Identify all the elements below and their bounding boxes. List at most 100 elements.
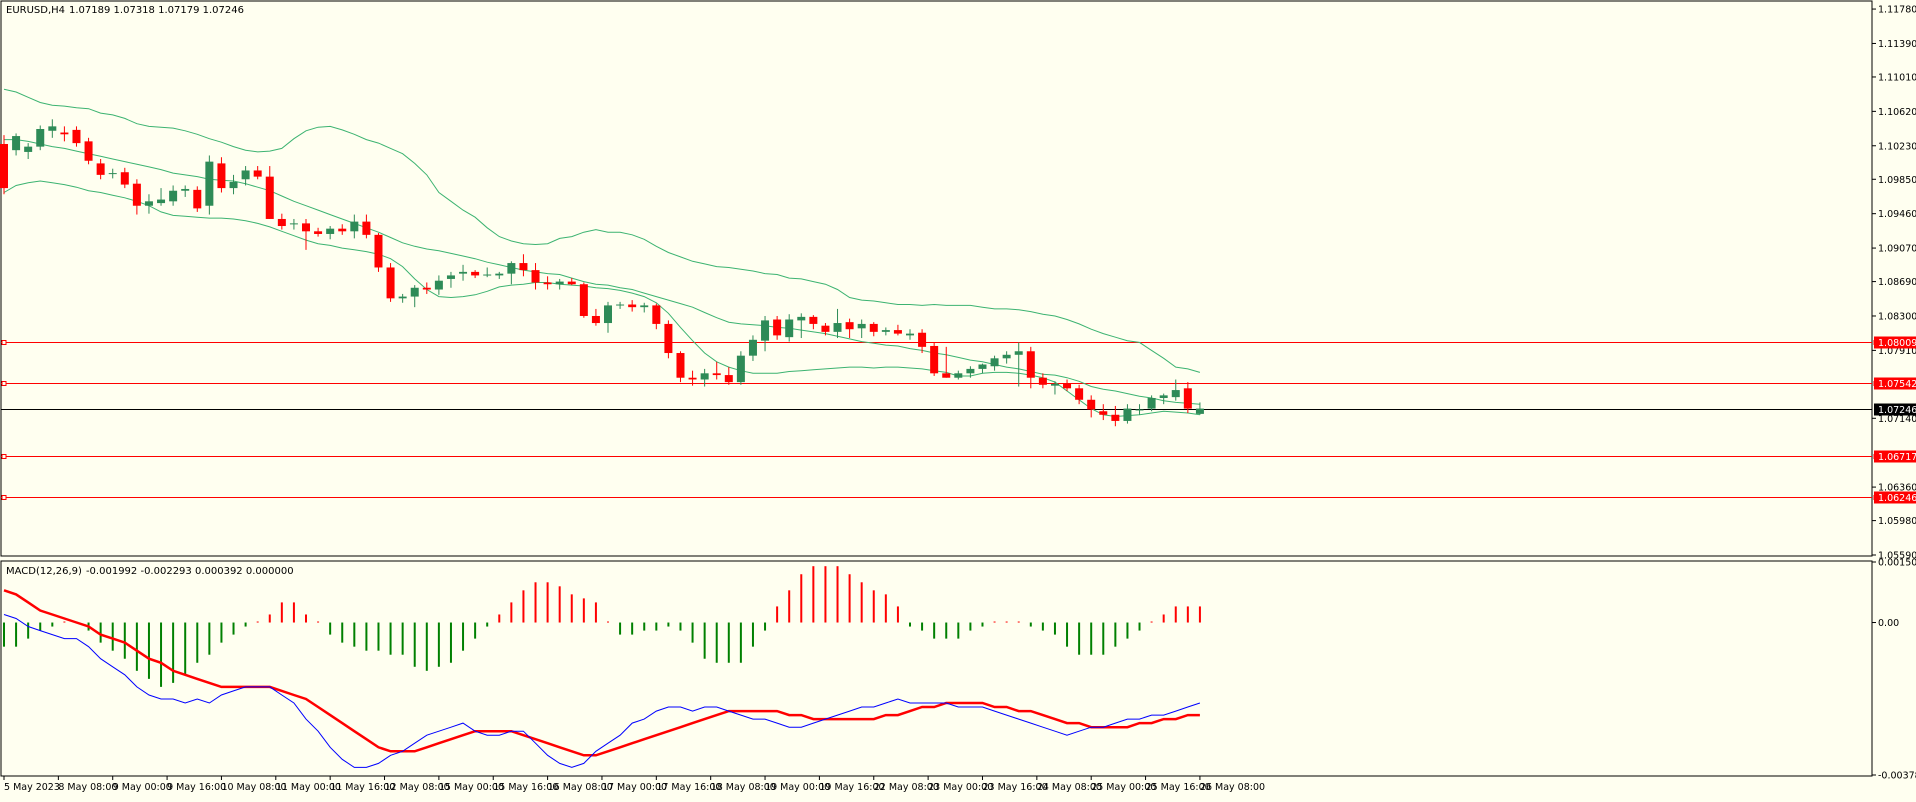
macd-axis: 0.001504 0.00 -0.003789 xyxy=(1872,558,1916,782)
candle-bear xyxy=(1087,399,1096,410)
candle-bear xyxy=(918,332,927,347)
candle-bull xyxy=(978,364,987,369)
candle-bull xyxy=(1147,398,1156,409)
candles xyxy=(0,119,1204,427)
candle-bull xyxy=(833,323,842,332)
candle-bull xyxy=(616,304,625,306)
candle-bear xyxy=(253,170,262,177)
candle-bear xyxy=(688,377,697,380)
candle-bear xyxy=(712,373,721,376)
candle-bull xyxy=(555,281,564,285)
candle-bull xyxy=(410,287,419,297)
candle-bear xyxy=(120,172,129,185)
time-tick-label: 25 May 00:00 xyxy=(1091,782,1156,793)
time-tick-label: 23 May 00:00 xyxy=(928,782,993,793)
candle-bull xyxy=(857,323,866,329)
candle-bull xyxy=(761,320,770,341)
candle-bull xyxy=(736,355,745,383)
candle-bear xyxy=(96,163,105,175)
candle-bear xyxy=(362,221,371,235)
macd-tick-label: 0.00 xyxy=(1878,618,1899,629)
candle-bull xyxy=(748,339,757,356)
line-anchor xyxy=(1,381,7,386)
time-tick-label: 17 May 16:00 xyxy=(656,782,721,793)
candle-bear xyxy=(265,176,274,219)
macd-label: MACD(12,26,9) xyxy=(6,566,82,577)
line-anchor xyxy=(1,495,7,500)
candle-bear xyxy=(422,287,431,290)
candle-bull xyxy=(350,221,359,232)
candle-bull xyxy=(241,170,250,180)
candle-bear xyxy=(591,315,600,324)
candle-bull xyxy=(1171,390,1180,398)
candle-bull xyxy=(1123,408,1132,421)
time-tick-label: 5 May 2023 xyxy=(4,782,60,793)
line-anchor xyxy=(1,454,7,459)
candle-bear xyxy=(809,316,818,324)
time-tick-label: 25 May 16:00 xyxy=(1146,782,1211,793)
candle-bear xyxy=(132,183,141,206)
time-tick-label: 11 May 00:00 xyxy=(276,782,341,793)
candle-bull xyxy=(881,330,890,332)
candle-bear xyxy=(664,323,673,354)
symbol-label: EURUSD,H4 xyxy=(6,5,65,16)
price-tick-label: 1.09460 xyxy=(1878,209,1916,220)
time-tick-label: 10 May 08:00 xyxy=(221,782,286,793)
price-tick-label: 1.08300 xyxy=(1878,311,1916,322)
candle-bull xyxy=(604,305,612,324)
macd-pane-border xyxy=(0,560,1873,777)
candle-bear xyxy=(930,345,939,374)
price-tag-label: 1.06246 xyxy=(1878,493,1916,504)
candle-bear xyxy=(869,323,878,332)
candle-bull xyxy=(144,201,153,206)
candle-bear xyxy=(314,231,323,234)
candle-bear xyxy=(0,143,8,189)
price-tick-label: 1.09850 xyxy=(1878,175,1916,186)
line-anchor xyxy=(1,340,7,345)
candle-bear xyxy=(676,353,685,378)
bollinger-middle-line xyxy=(4,139,1200,405)
candle-bear xyxy=(1183,388,1192,409)
price-tag-label: 1.06717 xyxy=(1878,452,1916,463)
candle-bull xyxy=(169,190,178,202)
candle-bear xyxy=(519,263,528,271)
price-tag-box xyxy=(1874,377,1916,390)
candle-bull xyxy=(326,228,335,234)
price-tick-label: 1.07910 xyxy=(1878,346,1916,357)
candle-bear xyxy=(386,267,395,299)
candle-bull xyxy=(1195,408,1204,414)
time-tick-label: 15 May 00:00 xyxy=(439,782,504,793)
candle-bull xyxy=(495,273,504,276)
candle-bull xyxy=(1135,409,1144,411)
candle-bear xyxy=(1038,377,1047,385)
candle-bear xyxy=(531,270,540,283)
candle-bull xyxy=(157,199,166,204)
macd-header: MACD(12,26,9) -0.001992 -0.002293 0.00039… xyxy=(6,566,294,577)
price-tick-label: 1.11780 xyxy=(1878,5,1916,16)
candle-bear xyxy=(84,141,93,161)
time-tick-label: 16 May 08:00 xyxy=(548,782,613,793)
candle-bull xyxy=(785,319,794,338)
price-tick-label: 1.10230 xyxy=(1878,141,1916,152)
price-tick-label: 1.07140 xyxy=(1878,414,1916,425)
candle-bull xyxy=(36,129,45,147)
candle-bear xyxy=(567,281,576,285)
candle-bull xyxy=(434,280,443,290)
price-tick-label: 1.08690 xyxy=(1878,277,1916,288)
time-tick-label: 15 May 16:00 xyxy=(493,782,558,793)
candle-bull xyxy=(24,146,33,152)
candle-bull xyxy=(205,161,214,206)
candle-bear xyxy=(942,373,951,378)
candle-bull xyxy=(108,173,117,175)
candle-bear xyxy=(1099,411,1108,415)
candle-bull xyxy=(640,305,649,308)
candle-bull xyxy=(990,358,999,367)
time-tick-label: 11 May 16:00 xyxy=(330,782,395,793)
candle-bear xyxy=(628,304,637,308)
candle-bull xyxy=(797,316,806,321)
price-tag-box xyxy=(1874,336,1916,349)
time-tick-label: 8 May 08:00 xyxy=(58,782,117,793)
